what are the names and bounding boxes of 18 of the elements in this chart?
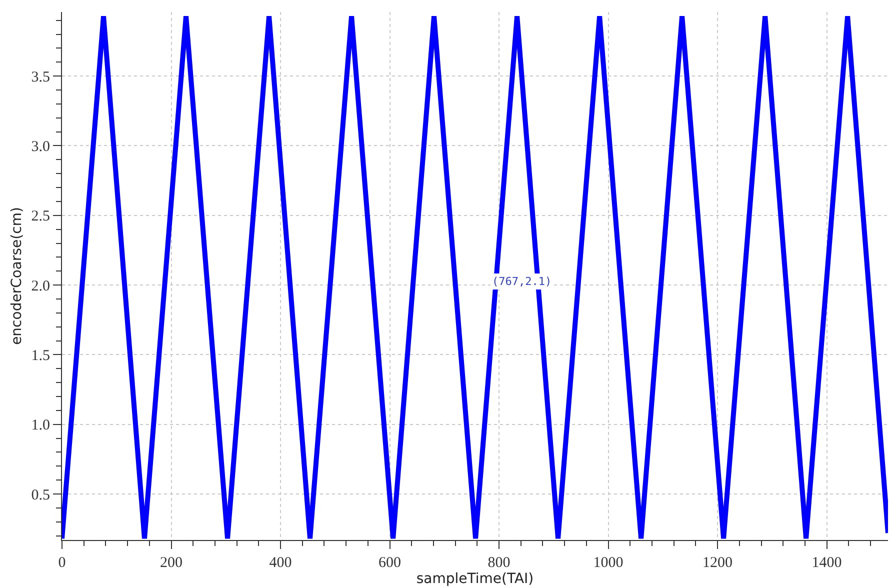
y-tick-label: 0.5 [31, 487, 50, 504]
y-tick-label: 3.0 [31, 138, 50, 155]
y-axis-title: encoderCoarse(cm) [8, 207, 25, 345]
x-axis-title: sampleTime(TAI) [416, 571, 534, 587]
y-tick-label: 1.0 [31, 418, 50, 434]
x-tick-label: 0 [58, 555, 66, 571]
x-tick-label: 1200 [702, 555, 733, 571]
x-tick-label: 400 [269, 555, 292, 571]
y-tick-label: 1.5 [31, 348, 50, 364]
x-tick-label: 200 [160, 555, 183, 571]
x-tick-label: 1000 [593, 555, 624, 571]
y-tick-label: 2.5 [31, 208, 50, 225]
x-tick-label: 800 [488, 555, 510, 571]
x-tick-label: 600 [378, 555, 402, 571]
annotation: (767,2.1) [492, 275, 552, 288]
x-tick-label: 1400 [812, 555, 842, 571]
y-tick-label: 3.5 [31, 69, 50, 86]
y-tick-label: 2.0 [31, 278, 50, 294]
